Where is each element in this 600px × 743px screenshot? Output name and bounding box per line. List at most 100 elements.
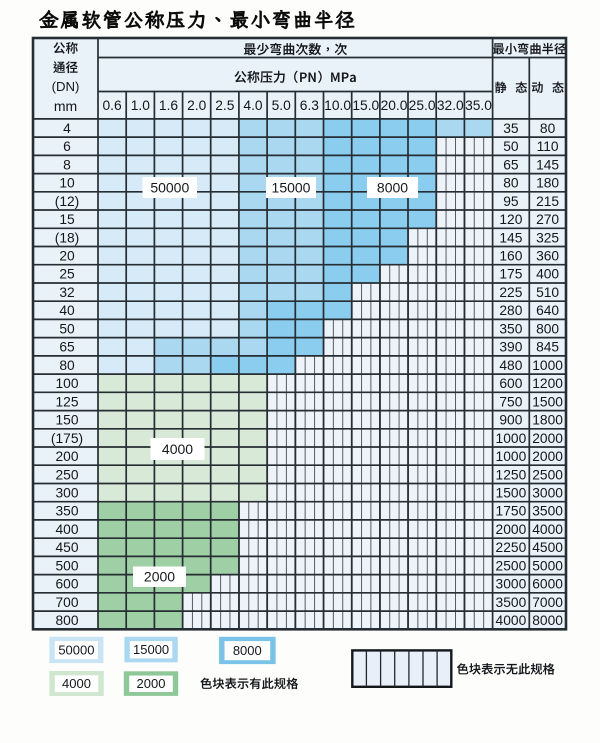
svg-text:350: 350: [499, 321, 522, 336]
svg-text:2000: 2000: [532, 449, 563, 464]
svg-text:300: 300: [55, 486, 78, 501]
svg-text:4: 4: [63, 121, 71, 136]
svg-text:2000: 2000: [144, 569, 175, 585]
svg-text:325: 325: [536, 230, 559, 245]
svg-text:4500: 4500: [532, 540, 563, 555]
svg-text:1250: 1250: [496, 467, 527, 482]
svg-text:2000: 2000: [496, 522, 527, 537]
svg-text:2000: 2000: [137, 676, 166, 691]
svg-text:3500: 3500: [496, 595, 527, 610]
svg-text:1000: 1000: [496, 449, 527, 464]
svg-text:1.6: 1.6: [159, 98, 179, 113]
svg-text:8000: 8000: [377, 179, 408, 195]
svg-text:25: 25: [59, 267, 75, 282]
svg-text:145: 145: [499, 230, 522, 245]
svg-text:50: 50: [59, 321, 75, 336]
svg-text:3000: 3000: [496, 577, 527, 592]
svg-text:450: 450: [55, 540, 78, 555]
svg-text:4.0: 4.0: [243, 98, 263, 113]
svg-text:6: 6: [63, 139, 71, 154]
svg-text:2.5: 2.5: [215, 98, 235, 113]
svg-text:900: 900: [499, 413, 522, 428]
svg-text:10: 10: [59, 176, 75, 191]
svg-text:160: 160: [499, 249, 522, 264]
svg-text:510: 510: [536, 285, 559, 300]
svg-text:35: 35: [503, 121, 519, 136]
svg-text:80: 80: [503, 176, 519, 191]
svg-text:5.0: 5.0: [272, 98, 292, 113]
svg-text:640: 640: [536, 303, 559, 318]
svg-text:225: 225: [499, 285, 522, 300]
svg-text:110: 110: [537, 139, 559, 154]
svg-text:5000: 5000: [532, 558, 563, 573]
svg-text:50: 50: [503, 139, 519, 154]
svg-text:800: 800: [536, 321, 559, 336]
svg-text:600: 600: [55, 577, 78, 592]
svg-text:2500: 2500: [496, 558, 527, 573]
svg-text:125: 125: [55, 394, 78, 409]
svg-text:80: 80: [540, 121, 556, 136]
svg-text:270: 270: [536, 212, 559, 227]
svg-text:1500: 1500: [496, 486, 527, 501]
svg-text:15: 15: [59, 212, 75, 227]
svg-text:4000: 4000: [62, 676, 91, 691]
svg-text:480: 480: [499, 358, 522, 373]
svg-text:20.0: 20.0: [381, 98, 408, 113]
svg-text:175: 175: [499, 267, 522, 282]
svg-text:10.0: 10.0: [324, 98, 351, 113]
svg-text:2.0: 2.0: [187, 98, 207, 113]
svg-text:3000: 3000: [532, 486, 563, 501]
svg-text:40: 40: [59, 303, 75, 318]
svg-text:6000: 6000: [532, 577, 563, 592]
svg-text:32: 32: [59, 285, 74, 300]
svg-text:1200: 1200: [532, 376, 563, 391]
svg-text:(12): (12): [55, 194, 80, 209]
svg-text:750: 750: [499, 394, 522, 409]
svg-text:20: 20: [59, 249, 75, 264]
svg-text:2000: 2000: [532, 431, 563, 446]
svg-text:80: 80: [59, 358, 75, 373]
svg-text:50000: 50000: [58, 643, 94, 658]
svg-text:400: 400: [55, 522, 78, 537]
svg-text:(DN): (DN): [52, 79, 80, 94]
svg-text:4000: 4000: [162, 441, 193, 457]
svg-text:8000: 8000: [233, 643, 262, 658]
svg-text:0.6: 0.6: [103, 98, 123, 113]
svg-text:1800: 1800: [532, 413, 563, 428]
svg-text:15000: 15000: [133, 642, 169, 657]
svg-text:500: 500: [55, 558, 78, 573]
svg-text:120: 120: [499, 212, 522, 227]
svg-text:1750: 1750: [496, 504, 527, 519]
svg-text:50000: 50000: [150, 179, 189, 195]
svg-text:250: 250: [55, 467, 78, 482]
svg-text:15.0: 15.0: [352, 98, 379, 113]
svg-text:2500: 2500: [532, 467, 563, 482]
svg-text:65: 65: [59, 340, 75, 355]
svg-text:65: 65: [503, 157, 519, 172]
svg-text:1.0: 1.0: [131, 98, 151, 113]
svg-text:(18): (18): [55, 230, 80, 245]
svg-text:100: 100: [55, 376, 78, 391]
svg-text:4000: 4000: [532, 522, 563, 537]
svg-text:3500: 3500: [532, 504, 563, 519]
svg-text:1500: 1500: [532, 394, 563, 409]
svg-text:360: 360: [536, 249, 559, 264]
svg-text:400: 400: [536, 267, 559, 282]
svg-text:145: 145: [536, 157, 559, 172]
svg-text:mm: mm: [54, 98, 77, 114]
svg-text:180: 180: [536, 176, 559, 191]
svg-text:6.3: 6.3: [300, 98, 320, 113]
svg-text:8: 8: [63, 157, 71, 172]
svg-text:4000: 4000: [496, 613, 527, 628]
svg-text:150: 150: [55, 413, 78, 428]
svg-text:600: 600: [499, 376, 522, 391]
svg-text:8000: 8000: [532, 613, 563, 628]
svg-text:95: 95: [503, 194, 519, 209]
svg-text:32.0: 32.0: [437, 98, 464, 113]
svg-text:215: 215: [536, 194, 559, 209]
svg-text:845: 845: [536, 340, 559, 355]
svg-text:(175): (175): [51, 431, 83, 446]
svg-text:390: 390: [499, 340, 522, 355]
svg-text:25.0: 25.0: [409, 98, 436, 113]
svg-text:280: 280: [499, 303, 522, 318]
